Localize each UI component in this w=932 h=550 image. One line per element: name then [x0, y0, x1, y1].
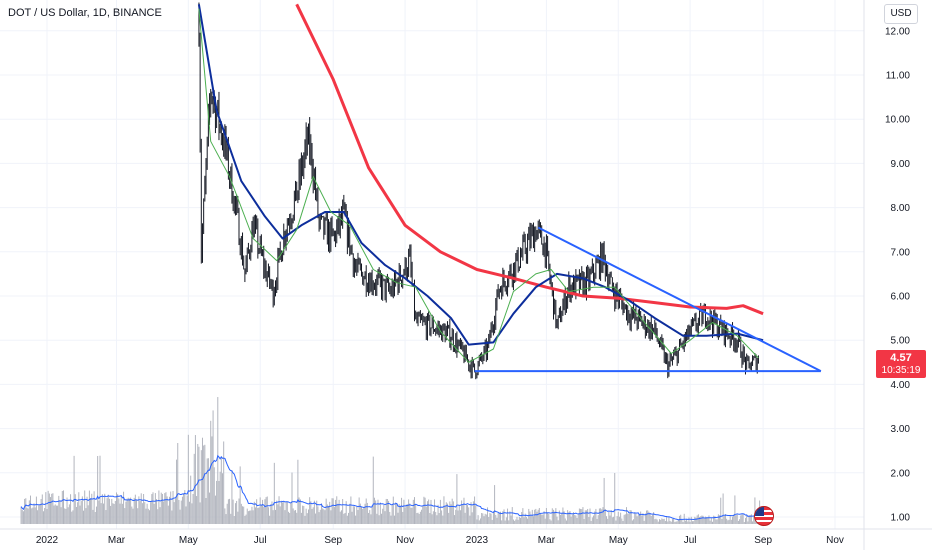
x-tick-label: Sep	[324, 535, 342, 546]
x-tick-label: May	[179, 535, 198, 546]
chart-title: DOT / US Dollar, 1D, BINANCE	[8, 7, 162, 19]
y-tick-label: 4.00	[891, 380, 911, 391]
y-axis[interactable]: 12.00 11.00 10.00 9.00 8.00 7.00 6.00 5.00 4.00 3…	[885, 26, 910, 523]
bar-countdown: 10:35:19	[881, 365, 921, 376]
candles	[198, 2, 759, 380]
ma-line	[295, 3, 764, 316]
x-tick-label: Mar	[538, 535, 556, 546]
volume-ma-line	[20, 454, 761, 521]
y-tick-label: 1.00	[891, 513, 911, 524]
y-tick-label: 8.00	[891, 203, 911, 214]
x-tick-label: 2022	[36, 535, 59, 546]
y-tick-label: 2.00	[891, 468, 911, 479]
volume-bars	[20, 397, 762, 524]
x-axis[interactable]: 2022 Mar May Jul Sep Nov 2023 Mar May Jul Sep Nov	[36, 535, 844, 546]
y-tick-label: 9.00	[891, 159, 911, 170]
x-tick-label: Nov	[396, 535, 414, 546]
trendline[interactable]	[537, 226, 822, 373]
grid-lines	[0, 0, 864, 529]
currency-selector[interactable]: USD	[884, 4, 918, 24]
x-tick-label: Jul	[684, 535, 697, 546]
ma-line	[198, 8, 759, 363]
x-tick-label: Nov	[826, 535, 844, 546]
x-tick-label: Mar	[108, 535, 126, 546]
triangle-pattern[interactable]	[474, 226, 822, 373]
x-tick-label: May	[609, 535, 628, 546]
x-tick-label: Jul	[254, 535, 267, 546]
y-tick-label: 11.00	[886, 71, 911, 82]
last-price: 4.57	[890, 352, 912, 364]
ma-line	[197, 4, 764, 346]
us-flag-icon[interactable]	[754, 506, 774, 526]
y-tick-label: 3.00	[891, 424, 911, 435]
y-tick-label: 10.00	[885, 115, 910, 126]
x-tick-label: Sep	[754, 535, 772, 546]
y-tick-label: 12.00	[885, 26, 910, 37]
y-tick-label: 6.00	[891, 292, 911, 303]
y-tick-label: 7.00	[891, 247, 911, 258]
x-tick-label: 2023	[466, 535, 489, 546]
moving-averages	[197, 3, 764, 363]
y-tick-label: 5.00	[891, 336, 911, 347]
last-price-badge: 4.57 10:35:19	[876, 350, 926, 378]
